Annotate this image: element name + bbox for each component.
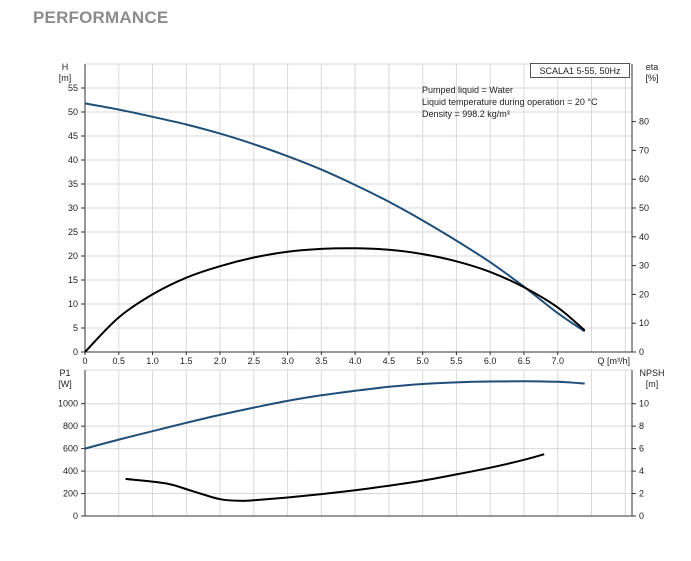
tick-label-left: 0 [73,511,78,521]
tick-label-x: 1.5 [180,356,193,366]
y-right-unit: [m] [646,379,659,389]
info-liquid: Pumped liquid = Water [422,85,513,95]
tick-label-right: 30 [639,261,649,271]
y-right-unit: [%] [645,73,658,83]
model-label: SCALA1 5-55, 50Hz [530,63,630,78]
tick-label-x: 5.0 [416,356,429,366]
y-left-unit: [m] [59,73,72,83]
tick-label-x: 2.5 [248,356,261,366]
tick-label-left: 10 [68,299,78,309]
tick-label-left: 600 [63,444,78,454]
tick-label-left: 30 [68,203,78,213]
tick-label-right: 80 [639,117,649,127]
y-left-label: H [62,62,69,72]
y-left-unit: [W] [58,379,72,389]
y-left-label: P1 [59,368,70,378]
tick-label-left: 0 [73,347,78,357]
tick-label-right: 10 [639,399,649,409]
tick-label-x: 3.5 [315,356,328,366]
tick-label-x: 1.0 [146,356,159,366]
tick-label-x: 2.0 [214,356,227,366]
tick-label-left: 55 [68,83,78,93]
tick-label-right: 50 [639,203,649,213]
tick-label-right: 8 [639,421,644,431]
efficiency-curve [84,247,586,353]
power-curve [84,380,585,450]
tick-label-x: 3.0 [281,356,294,366]
tick-label-right: 0 [639,511,644,521]
tick-label-left: 50 [68,107,78,117]
tick-label-right: 20 [639,289,649,299]
tick-label-left: 15 [68,275,78,285]
y-right-label: NPSH [639,368,664,378]
tick-label-x: 0 [82,356,87,366]
tick-label-right: 4 [639,466,644,476]
tick-label-left: 45 [68,131,78,141]
tick-label-right: 2 [639,489,644,499]
page-title: PERFORMANCE [33,8,169,27]
tick-label-x: 6.5 [518,356,531,366]
tick-label-left: 400 [63,466,78,476]
tick-label-x: 5.5 [450,356,463,366]
tick-label-x: 6.0 [484,356,497,366]
info-temperature: Liquid temperature during operation = 20… [422,97,598,107]
tick-label-right: 70 [639,145,649,155]
info-box: Pumped liquid = Water Liquid temperature… [422,84,597,120]
tick-label-right: 6 [639,444,644,454]
head-curve [84,102,586,333]
tick-label-left: 5 [73,323,78,333]
tick-label-x: 4.0 [349,356,362,366]
tick-label-left: 20 [68,251,78,261]
npsh-curve [125,453,545,502]
tick-label-right: 0 [639,347,644,357]
tick-label-right: 10 [639,318,649,328]
y-right-label: eta [646,62,659,72]
tick-label-left: 35 [68,179,78,189]
tick-label-left: 800 [63,421,78,431]
tick-label-right: 40 [639,232,649,242]
tick-label-x: 0.5 [113,356,126,366]
tick-label-left: 25 [68,227,78,237]
tick-label-left: 1000 [58,399,78,409]
info-density: Density = 998.2 kg/m³ [422,109,510,119]
tick-label-left: 40 [68,155,78,165]
tick-label-x: 4.5 [383,356,396,366]
tick-label-right: 60 [639,174,649,184]
tick-label-x: 7.0 [551,356,564,366]
tick-label-left: 200 [63,489,78,499]
x-axis-label: Q [m³/h] [597,356,630,366]
